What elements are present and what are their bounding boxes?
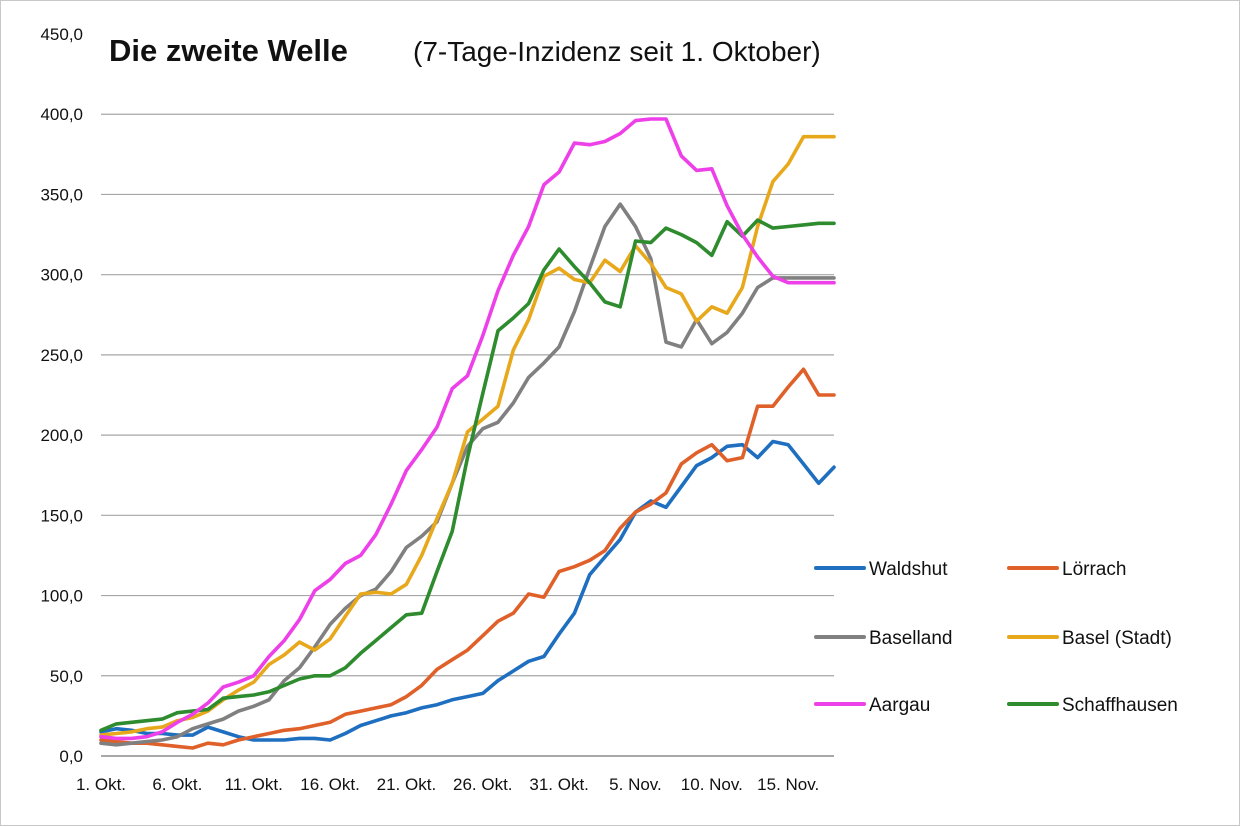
x-tick-label: 5. Nov. (609, 775, 662, 794)
y-tick-label: 450,0 (40, 25, 83, 44)
legend: Waldshut Lörrach Baselland Basel (Stadt) Aar… (814, 559, 1178, 716)
x-tick-label: 1. Okt. (76, 775, 126, 794)
legend-label-schaffhausen: Schaffhausen (1062, 695, 1178, 716)
series-lines (99, 117, 836, 750)
series-line-baselland (99, 202, 836, 747)
series-line-aargau (99, 117, 836, 741)
y-tick-label: 350,0 (40, 185, 83, 204)
x-tick-label: 26. Okt. (453, 775, 513, 794)
gridlines (101, 113, 834, 757)
legend-label-aargau: Aargau (869, 695, 930, 716)
legend-label-baselland: Baselland (869, 628, 952, 649)
legend-label-waldshut: Waldshut (869, 559, 948, 580)
x-tick-label: 15. Nov. (757, 775, 819, 794)
legend-label-basel-stadt: Basel (Stadt) (1062, 628, 1172, 649)
y-tick-label: 0,0 (59, 747, 83, 766)
x-tick-label: 21. Okt. (377, 775, 437, 794)
y-tick-label: 100,0 (40, 587, 83, 606)
y-tick-label: 50,0 (50, 667, 83, 686)
x-axis-ticks: 1. Okt. 6. Okt. 11. Okt. 16. Okt. 21. Okt. 26… (76, 775, 819, 794)
chart-title: Die zweite Welle (109, 33, 348, 68)
x-tick-label: 11. Okt. (225, 775, 283, 794)
chart-subtitle: (7-Tage-Inzidenz seit 1. Oktober) (413, 36, 821, 67)
y-tick-label: 300,0 (40, 266, 83, 285)
legend-label-lörrach: Lörrach (1062, 559, 1126, 580)
x-tick-label: 31. Okt. (529, 775, 589, 794)
y-tick-label: 150,0 (40, 506, 83, 525)
series-line-schaffhausen (99, 218, 836, 733)
series-line-lörrach (99, 367, 836, 750)
y-tick-label: 200,0 (40, 426, 83, 445)
x-tick-label: 16. Okt. (300, 775, 360, 794)
series-line-waldshut (99, 439, 836, 742)
y-tick-label: 400,0 (40, 105, 83, 124)
x-tick-label: 10. Nov. (681, 775, 743, 794)
y-tick-label: 250,0 (40, 346, 83, 365)
x-tick-label: 6. Okt. (152, 775, 202, 794)
y-axis-ticks: 0,0 50,0 100,0 150,0 200,0 250,0 300,0 350,0 400… (40, 25, 83, 766)
